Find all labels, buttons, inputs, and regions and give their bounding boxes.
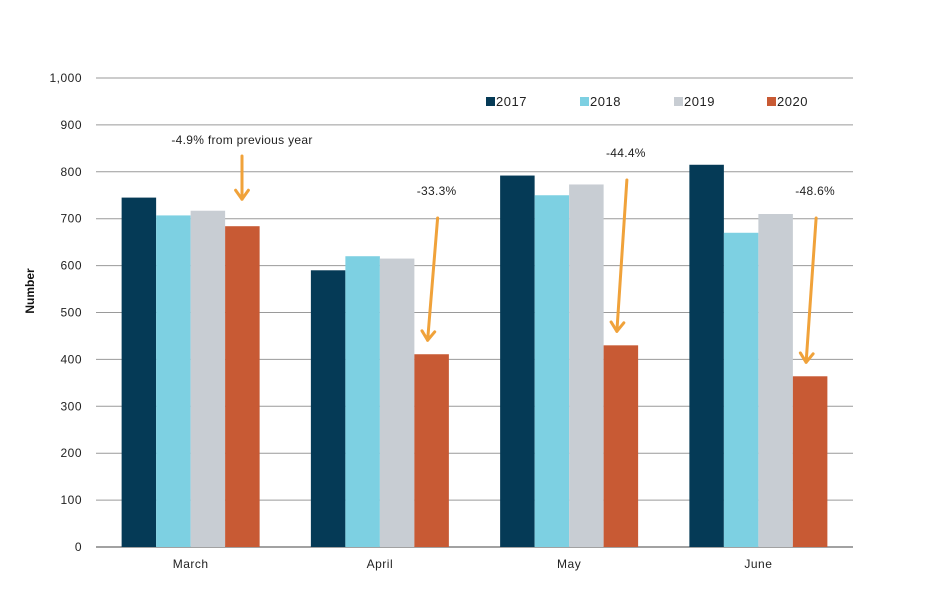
legend-label: 2018 [590,94,621,109]
bar-2020-june [792,376,828,547]
bar-2020-april [414,354,449,547]
y-axis-ticks: 0 100 200 300 400 500 600 700 800 900 1,000 [49,71,82,554]
legend-swatch [674,97,683,106]
legend-label: 2017 [496,94,527,109]
annotation-label: -4.9% from previous year [171,133,312,147]
annotation-label: -44.4% [606,146,646,160]
y-axis-label: Number [23,268,37,314]
bar-2018-may [534,195,570,547]
y-tick-label: 900 [60,118,82,132]
legend: 2017 2018 2019 2020 [486,94,808,109]
y-tick-label: 500 [60,306,82,320]
bar-2020-may [603,345,639,547]
x-tick-label: April [367,557,394,571]
annotation-arrowhead [234,188,250,201]
y-tick-label: 300 [60,399,82,413]
annotation-arrow [426,216,440,342]
bar-2017-april [310,270,346,547]
y-tick-label: 1,000 [49,71,82,85]
annotation-arrowhead [609,320,626,333]
annotation-label: -48.6% [795,184,835,198]
bar-2017-may [500,175,535,547]
x-tick-label: March [173,557,209,571]
legend-label: 2019 [684,94,715,109]
bar-2018-april [345,256,380,547]
y-tick-label: 100 [60,493,82,507]
bar-2020-march [225,226,260,548]
legend-swatch [486,97,495,106]
bar-2019-may [569,184,604,547]
annotations: -4.9% from previous year -33.3% -44.4% -48.… [171,133,835,364]
bar-2017-march [121,197,157,547]
y-tick-label: 700 [60,212,82,226]
bar-2018-june [723,232,759,547]
legend-swatch [767,97,776,106]
bar-2018-march [156,215,191,548]
x-tick-label: June [744,557,772,571]
y-tick-label: 200 [60,446,82,460]
annotation-label: -33.3% [417,184,457,198]
y-tick-label: 0 [75,540,82,554]
bar-2019-march [190,210,226,548]
x-tick-label: May [557,557,581,571]
annotation-arrow [804,216,818,364]
bars [121,164,828,548]
legend-label: 2020 [777,94,808,109]
y-tick-label: 800 [60,165,82,179]
legend-swatch [580,97,589,106]
bar-2019-june [758,214,793,547]
y-tick-label: 400 [60,352,82,366]
annotation-arrowhead [798,351,815,364]
y-tick-label: 600 [60,259,82,273]
bar-2019-april [379,258,415,547]
x-axis-ticks: March April May June [173,557,772,571]
bar-2017-june [689,164,724,547]
annotation-arrowhead [420,329,437,342]
annotation-arrow [615,178,629,333]
